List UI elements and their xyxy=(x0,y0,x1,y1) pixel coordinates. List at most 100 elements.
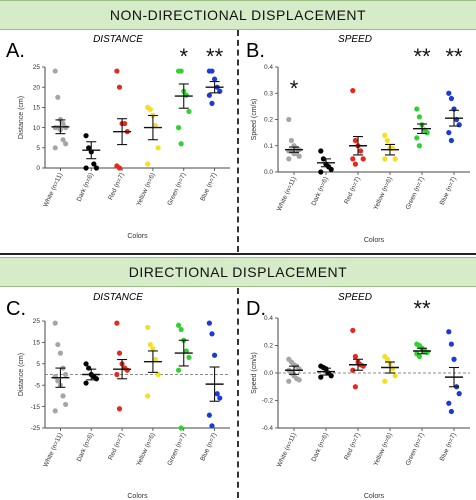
data-point xyxy=(456,391,462,397)
x-tick-label: Green (n=7) xyxy=(405,432,426,467)
data-point xyxy=(352,161,358,167)
data-point xyxy=(328,373,334,379)
data-point xyxy=(152,356,159,363)
data-point xyxy=(55,378,61,384)
y-tick-label: -15 xyxy=(31,404,41,411)
data-point xyxy=(116,350,123,356)
data-point xyxy=(86,145,92,151)
data-point xyxy=(63,401,69,408)
y-tick-label: 0.2 xyxy=(264,343,273,350)
y-tick-label: 5 xyxy=(36,361,40,368)
x-tick-label: Dark (n=6) xyxy=(310,432,329,463)
x-tick-label: Blue (n=7) xyxy=(439,176,458,206)
x-tick-label: Yellow (n=6) xyxy=(135,432,156,467)
data-point xyxy=(414,106,420,112)
data-point xyxy=(328,166,334,172)
data-point xyxy=(145,393,151,399)
y-tick-label: 0.0 xyxy=(264,370,273,377)
data-point xyxy=(350,367,356,373)
y-tick-label: 0.1 xyxy=(264,143,273,150)
data-point xyxy=(392,156,398,162)
data-point xyxy=(152,122,159,129)
x-tick-label: Red (n=7) xyxy=(343,432,362,461)
panel-label: A. xyxy=(6,40,25,62)
significance-marker: * xyxy=(179,44,188,69)
x-tick-label: White (n=11) xyxy=(276,176,298,212)
data-point xyxy=(448,95,454,102)
y-tick-label: 15 xyxy=(33,340,41,347)
data-point xyxy=(186,354,192,360)
panel-a-distance-chart: A. DISTANCE 0 5 10 15 20 25 Distance (cm) White (… xyxy=(6,34,230,240)
data-point xyxy=(384,356,390,362)
data-point xyxy=(178,425,184,431)
data-point xyxy=(451,356,457,362)
y-tick-label: 0.2 xyxy=(264,117,273,124)
section-title-bottom: DIRECTIONAL DISPLACEMENT xyxy=(0,257,476,287)
data-point xyxy=(52,408,58,414)
data-point xyxy=(60,120,66,127)
data-point xyxy=(392,373,398,379)
y-tick-label: 20 xyxy=(33,84,41,91)
data-point xyxy=(448,341,454,347)
x-tick-label: Green (n=7) xyxy=(166,432,187,467)
data-point xyxy=(145,161,151,167)
data-point xyxy=(93,376,100,382)
x-axis-label: Colors xyxy=(364,493,385,500)
data-point xyxy=(350,88,356,94)
data-point xyxy=(352,384,358,390)
data-point xyxy=(360,156,366,162)
significance-marker: * xyxy=(290,76,299,101)
data-point xyxy=(91,161,97,167)
data-point xyxy=(350,156,356,162)
x-tick-label: Red (n=7) xyxy=(343,176,362,205)
data-point xyxy=(52,320,58,326)
data-point xyxy=(124,367,130,373)
data-point xyxy=(116,84,123,90)
panel-label: B. xyxy=(246,40,265,62)
data-point xyxy=(211,76,218,82)
y-axis-label: Distance (cm) xyxy=(18,96,25,139)
x-tick-label: White (n=11) xyxy=(42,172,64,208)
data-point xyxy=(86,365,92,371)
y-tick-label: -5 xyxy=(34,382,40,389)
data-point xyxy=(93,165,100,171)
x-tick-label: White (n=11) xyxy=(276,432,298,468)
y-tick-label: 0.4 xyxy=(264,64,273,71)
x-tick-label: Red (n=7) xyxy=(107,172,126,201)
y-tick-label: -0.4 xyxy=(262,425,274,432)
data-point xyxy=(217,395,223,401)
data-point xyxy=(209,100,215,106)
data-point xyxy=(60,393,66,399)
chart-title: SPEED xyxy=(338,292,372,303)
data-point xyxy=(60,137,66,143)
data-point xyxy=(175,322,182,328)
data-point xyxy=(211,352,218,358)
data-point xyxy=(116,165,123,171)
data-point xyxy=(318,169,324,175)
data-point xyxy=(52,68,58,74)
data-point xyxy=(384,137,390,144)
x-axis-label: Colors xyxy=(127,493,148,500)
data-point xyxy=(286,156,292,162)
data-point xyxy=(178,141,184,147)
data-point xyxy=(175,367,182,373)
data-point xyxy=(209,423,215,429)
data-point xyxy=(416,143,422,149)
y-tick-label: 25 xyxy=(33,318,41,325)
data-point xyxy=(206,412,212,418)
x-tick-label: Blue (n=7) xyxy=(199,172,218,202)
y-tick-label: -25 xyxy=(31,425,41,432)
x-tick-label: Red (n=7) xyxy=(107,432,126,461)
section-separator xyxy=(0,253,476,255)
data-point xyxy=(114,320,120,326)
x-tick-label: Dark (n=6) xyxy=(310,176,329,207)
data-point xyxy=(83,361,89,367)
chart-title: DISTANCE xyxy=(93,292,143,303)
panel-d-directional-speed-chart: D. SPEED -0.4 -0.2 0.0 0.2 0.4 Speed (cm/s) Whit… xyxy=(246,292,470,500)
data-point xyxy=(55,94,61,100)
data-point xyxy=(150,346,156,352)
data-point xyxy=(296,153,302,159)
data-point xyxy=(52,145,58,151)
panel-label: C. xyxy=(6,298,26,320)
data-point xyxy=(446,130,452,136)
